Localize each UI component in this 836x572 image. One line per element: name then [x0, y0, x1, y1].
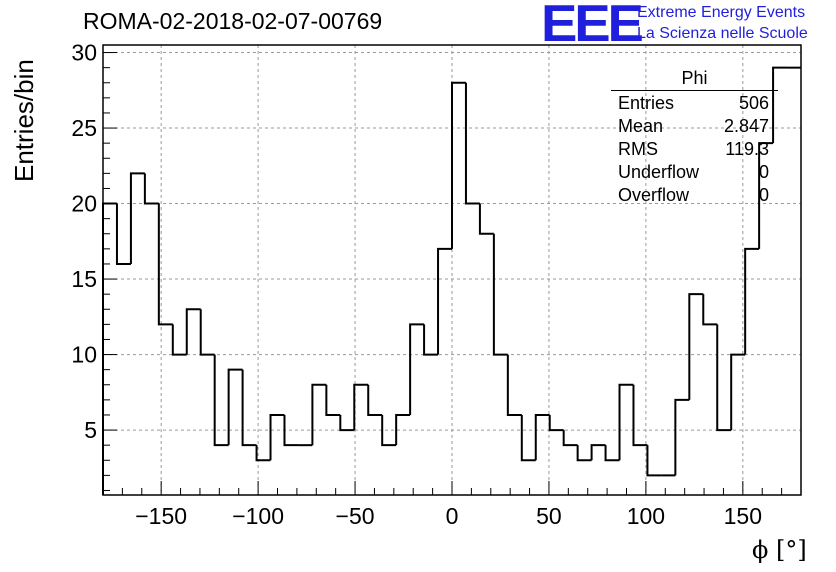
x-tick-label: 0	[446, 503, 459, 529]
histogram-bin	[716, 324, 732, 432]
histogram-bin	[562, 430, 578, 447]
stats-value: 0	[758, 162, 769, 182]
histogram-bin	[409, 323, 425, 415]
histogram-bin	[353, 383, 369, 431]
logo-text-line2: La Scienza nelle Scuole	[637, 25, 808, 42]
histogram-bin	[213, 354, 229, 447]
histogram-bin	[492, 233, 508, 356]
y-tick-label: 30	[71, 40, 97, 66]
y-axis-label: Entries/bin	[9, 59, 39, 182]
stats-row-overflow: Overflow 0	[611, 183, 778, 206]
histogram-bin	[604, 445, 620, 462]
y-tick-label: 20	[71, 191, 97, 217]
stats-value: 2.847	[723, 116, 769, 136]
histogram-bin	[115, 203, 131, 265]
stats-row-mean: Mean 2.847	[611, 114, 778, 137]
histogram-bin	[506, 354, 522, 416]
logo-text-line1: Extreme Energy Events	[637, 4, 806, 21]
histogram-title: ROMA-02-2018-02-07-00769	[83, 8, 383, 34]
histogram-bin	[269, 413, 285, 461]
histogram-bin	[157, 203, 173, 326]
histogram-bin	[367, 384, 383, 416]
histogram-bin	[143, 173, 159, 205]
histogram-bin	[241, 369, 257, 447]
histogram-bin	[478, 203, 494, 235]
stats-key: Underflow	[618, 162, 700, 182]
stats-key: RMS	[618, 139, 658, 159]
stats-row-entries: Entries 506	[611, 91, 778, 114]
x-axis-label: ϕ [°]	[752, 536, 807, 564]
histogram-bin	[171, 324, 187, 356]
histogram-bin	[395, 413, 411, 446]
histogram-bin	[325, 384, 341, 416]
x-tick-label: −50	[336, 503, 375, 529]
histogram-bin	[451, 81, 466, 249]
histogram-bin	[772, 66, 788, 144]
histogram-bin	[339, 414, 355, 432]
histogram-bin	[437, 247, 452, 355]
histogram-bin	[199, 309, 215, 356]
stats-value: 119.3	[725, 139, 769, 159]
histogram-bin	[520, 414, 536, 462]
x-tick-label: 150	[724, 503, 762, 529]
histogram-bin	[590, 444, 606, 461]
histogram-bin	[674, 398, 690, 476]
stats-value: 506	[738, 93, 769, 113]
histogram-bin	[758, 142, 774, 249]
histogram-bin	[255, 445, 271, 462]
histogram-bin	[423, 324, 439, 356]
x-tick-label: −150	[135, 503, 187, 529]
stats-title: Phi	[611, 68, 778, 91]
stats-row-underflow: Underflow 0	[611, 160, 778, 183]
histogram-bin	[283, 414, 299, 447]
x-tick-label: 100	[627, 503, 665, 529]
stats-key: Mean	[618, 116, 664, 136]
plot-frame	[102, 44, 802, 496]
histogram-bin	[688, 293, 704, 400]
y-tick-label: 10	[71, 342, 97, 368]
histogram-bin	[311, 383, 327, 446]
x-tick-label: −100	[232, 503, 284, 529]
histogram-bin	[618, 383, 634, 461]
histogram-bin	[730, 353, 746, 431]
histogram-bin	[576, 445, 592, 462]
y-tick-label: 25	[71, 115, 97, 141]
histogram-bin	[227, 368, 243, 446]
histogram-bin	[381, 414, 397, 447]
histogram-bin	[646, 445, 662, 477]
stats-key: Entries	[618, 93, 675, 113]
stats-value: 0	[758, 185, 769, 205]
histogram-bin	[534, 413, 550, 461]
histogram-bin	[548, 414, 564, 432]
stats-box: Phi Entries 506 Mean 2.847 RMS 119.3 Und…	[611, 68, 778, 206]
histogram-bin	[744, 247, 760, 355]
histogram-bin	[632, 384, 648, 447]
y-tick-label: 5	[84, 417, 97, 443]
eee-logo: EEE	[541, 0, 644, 53]
stats-key: Overflow	[618, 185, 690, 205]
y-tick-label: 15	[71, 266, 97, 292]
histogram-bin	[702, 294, 718, 326]
histogram-bin	[129, 172, 145, 264]
histogram-bin	[185, 308, 201, 355]
x-tick-label: 50	[536, 503, 562, 529]
histogram-bin	[464, 82, 480, 205]
stats-row-rms: RMS 119.3	[611, 137, 778, 160]
histogram-bin	[102, 202, 117, 495]
